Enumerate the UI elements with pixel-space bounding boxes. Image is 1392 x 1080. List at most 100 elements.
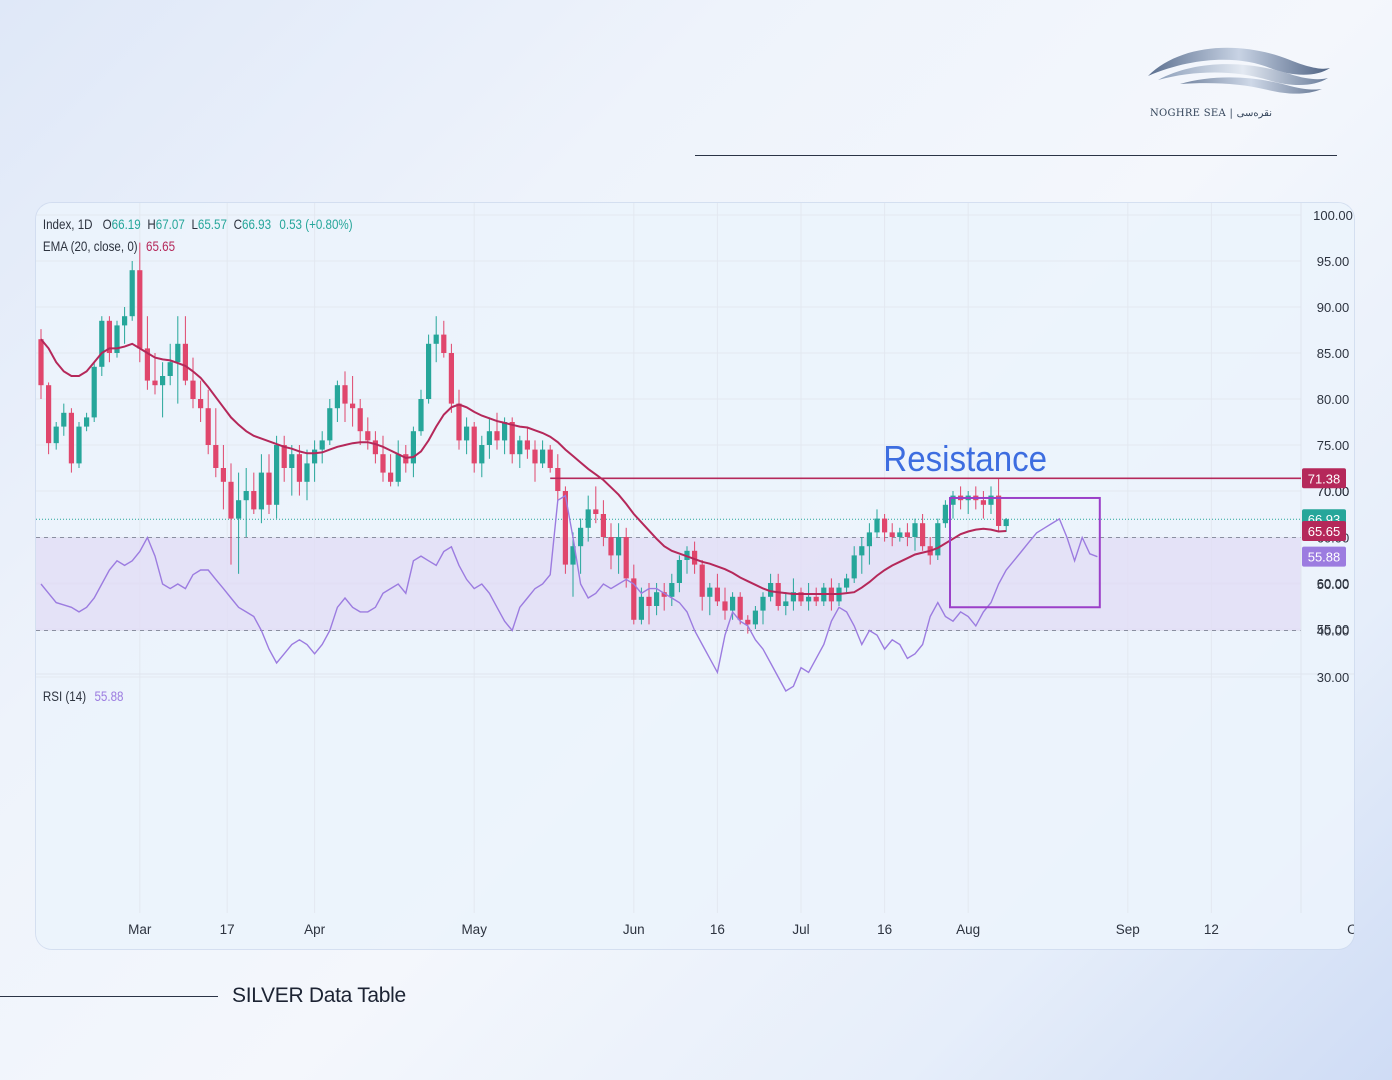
candle-body [692, 550, 698, 565]
legend-high: 67.07 [156, 217, 185, 232]
candle-body [236, 500, 242, 519]
candle-body [68, 412, 74, 464]
candle-body [502, 422, 508, 441]
candle-body [122, 316, 128, 326]
candle-body [699, 564, 705, 597]
candle-body [167, 362, 173, 376]
candle-body [813, 596, 819, 602]
candle-body [593, 509, 599, 514]
rsi-tag-label: 55.88 [1308, 550, 1341, 565]
rsi-tick-label: 50.00 [1317, 577, 1350, 592]
candle-body [175, 343, 181, 363]
candle-body [144, 348, 150, 381]
candle-body [578, 527, 584, 547]
candle-body [775, 583, 781, 606]
candle-body [760, 596, 766, 611]
time-tick-label: 16 [710, 922, 725, 937]
candle-body [768, 583, 774, 597]
price-chart[interactable]: Resistance 100.00 95.00 90.00 85.00 80.00 75.… [36, 203, 1354, 949]
candle-body [380, 454, 386, 473]
candle-body [334, 385, 340, 409]
footer-title: SILVER Data Table [232, 984, 406, 1007]
candle-body [904, 532, 910, 537]
candle-body [714, 587, 720, 602]
rsi-tick-label: 30.00 [1317, 670, 1350, 685]
candle-body [950, 495, 956, 505]
price-tag-bg [1302, 521, 1346, 542]
time-tick-label: Jun [623, 922, 645, 937]
brand-wordmark: NOGHRE SEA | نقره‌سی [1150, 108, 1272, 119]
candle-body [456, 403, 462, 441]
candle-body [61, 412, 67, 427]
candle-body [114, 325, 120, 353]
candle-body [661, 592, 667, 597]
price-tick-label: 95.00 [1317, 254, 1350, 269]
candle-body [555, 468, 561, 491]
candle-body [996, 495, 1002, 526]
time-tick-label: 12 [1204, 922, 1219, 937]
price-tag-label: 65.65 [1308, 524, 1341, 539]
legend-rsi-label: RSI (14) [43, 689, 86, 704]
candle-body [889, 532, 895, 537]
candle-body [471, 426, 477, 464]
price-tick-label: 90.00 [1317, 300, 1350, 315]
candle-body [806, 596, 812, 602]
price-tag-bg [1302, 468, 1346, 489]
legend-symbol: Index, 1D [43, 217, 93, 232]
candle-body [562, 491, 568, 565]
candle-body [942, 504, 948, 524]
time-tick-label: Mar [128, 922, 152, 937]
candle-body [372, 440, 378, 455]
time-tick-label: May [461, 922, 487, 937]
candle-body [342, 385, 348, 404]
candle-body [350, 403, 356, 409]
candle-body [289, 454, 295, 468]
candle-body [91, 366, 97, 418]
candle-body [137, 270, 143, 349]
candle-body [524, 440, 530, 450]
legend-rsi-value: 55.88 [94, 689, 123, 704]
time-tick-label: Oc [1347, 922, 1354, 937]
candle-body [418, 399, 424, 432]
candle-body [312, 449, 318, 464]
candle-body [251, 491, 257, 510]
legend-ema-label: EMA (20, close, 0) [43, 239, 138, 254]
candle-body [570, 546, 576, 565]
candle-body [844, 578, 850, 588]
candle-body [160, 376, 166, 386]
candle-body [676, 560, 682, 583]
candle-body [448, 353, 454, 404]
candle-body [897, 532, 903, 537]
candle-body [783, 601, 789, 606]
candle-body [258, 472, 264, 510]
candle-body [410, 431, 416, 464]
candle-body [707, 587, 713, 597]
candle-body [988, 495, 994, 505]
candle-body [281, 445, 287, 468]
candle-body [851, 555, 857, 579]
candle-body [319, 440, 325, 450]
candle-body [198, 399, 204, 409]
candle-body [532, 449, 538, 464]
candle-body [638, 596, 644, 620]
candle-body [441, 334, 447, 353]
candle-body [722, 601, 728, 611]
candle-body [654, 592, 660, 606]
legend-rsi: RSI (14) 55.88 [43, 689, 124, 704]
candle-body [395, 454, 401, 482]
legend-change: 0.53 (+0.80%) [279, 217, 352, 232]
candle-body [790, 592, 796, 602]
resistance-label: Resistance [883, 440, 1047, 480]
candle-body [213, 445, 219, 468]
legend-line-1: Index, 1D O66.19 H67.07 L65.57 C66.93 0.… [43, 217, 353, 232]
candle-body [182, 343, 188, 381]
candle-body [859, 546, 865, 556]
candle-body [646, 596, 652, 606]
candle-body [980, 500, 986, 505]
time-tick-label: Jul [792, 922, 809, 937]
legend-low-label: L [191, 217, 197, 232]
rsi-highlight-box [949, 496, 1101, 609]
candle-body [745, 619, 751, 625]
candle-body [486, 431, 492, 445]
